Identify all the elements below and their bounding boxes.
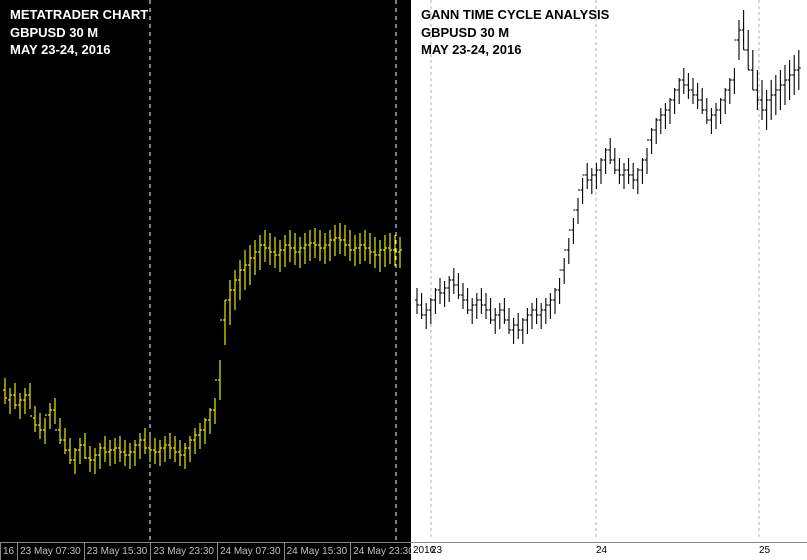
left-title-2: GBPUSD 30 M — [10, 24, 148, 42]
right-x-axis: 2016232425 — [411, 542, 807, 560]
left-header: METATRADER CHART GBPUSD 30 M MAY 23-24, … — [10, 6, 148, 59]
x-tick: 25 — [759, 545, 770, 556]
left-chart — [0, 0, 411, 560]
right-title-3: MAY 23-24, 2016 — [421, 41, 609, 59]
metatrader-chart-panel: METATRADER CHART GBPUSD 30 M MAY 23-24, … — [0, 0, 411, 560]
right-title-2: GBPUSD 30 M — [421, 24, 609, 42]
right-chart — [411, 0, 807, 560]
gann-chart-panel: GANN TIME CYCLE ANALYSIS GBPUSD 30 M MAY… — [411, 0, 807, 560]
right-header: GANN TIME CYCLE ANALYSIS GBPUSD 30 M MAY… — [421, 6, 609, 59]
x-tick: 24 — [596, 545, 607, 556]
left-title-3: MAY 23-24, 2016 — [10, 41, 148, 59]
x-tick: 23 — [431, 545, 442, 556]
x-tick: 23 May 15:30 — [84, 543, 151, 560]
left-x-axis: 1623 May 07:3023 May 15:3023 May 23:3024… — [0, 542, 411, 560]
x-tick: 23 May 07:30 — [17, 543, 84, 560]
x-tick: 16 — [0, 543, 17, 560]
left-title-1: METATRADER CHART — [10, 6, 148, 24]
x-tick: 23 May 23:30 — [150, 543, 217, 560]
x-tick: 24 May 07:30 — [217, 543, 284, 560]
x-tick: 24 May 23:30 — [350, 543, 417, 560]
x-tick: 24 May 15:30 — [284, 543, 351, 560]
right-title-1: GANN TIME CYCLE ANALYSIS — [421, 6, 609, 24]
